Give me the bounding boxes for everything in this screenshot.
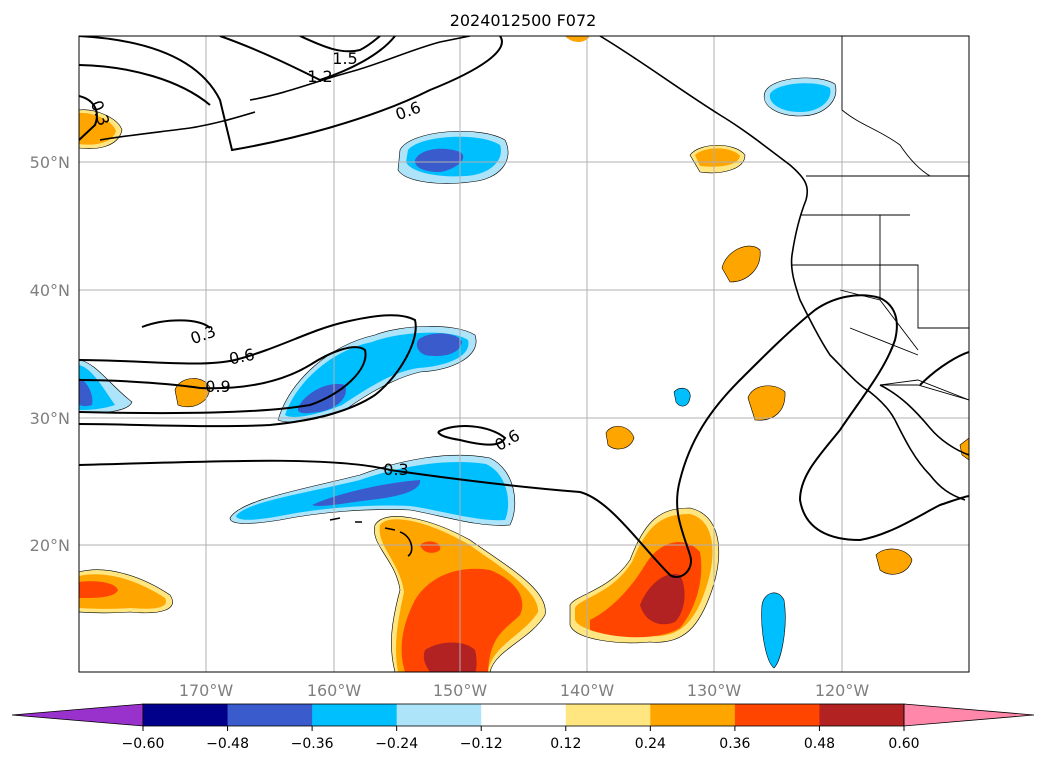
contour-west-06 [79,314,417,428]
contour-06-small [437,425,507,446]
contours [79,36,969,578]
lon-label: 120°W [815,681,870,700]
colorbar-tick-label: 0.12 [550,736,581,752]
lon-label: 160°W [307,681,362,700]
positive-anomaly-nw-core [79,112,116,145]
colorbar: −0.60 −0.48 −0.36 −0.24 −0.12 0.12 0.24 0.36 0.4… [11,703,1035,752]
colorbar-bin [396,704,482,726]
positive-anomaly-top [565,36,590,42]
contour-north-3 [219,36,396,82]
lat-label: 20°N [30,536,70,555]
latitude-labels: 20°N 30°N 40°N 50°N [30,153,70,555]
lon-label: 170°W [179,681,234,700]
contour-north-1 [79,36,503,152]
alaska-panhandle-coast [599,36,809,201]
baja-coast [894,419,966,501]
colorbar-tick-label: 0.60 [888,736,919,752]
gulf-california-coast [879,384,969,456]
contour-label: 0.9 [205,377,230,396]
negative-anomaly-bc-core [769,83,831,112]
colorbar-frame [142,703,905,727]
lat-label: 30°N [30,409,70,428]
colorbar-bin [819,704,905,726]
contour-west-09 [79,346,367,415]
negative-anomaly-west-edge-peak [79,378,93,407]
map-frame [78,35,970,673]
aleutians [99,111,256,141]
contour-north-2 [79,64,211,106]
positive-anomaly-baja [875,548,913,575]
lat-label: 40°N [30,281,70,300]
chart-title: 2024012500 F072 [450,11,597,30]
lon-label: 130°W [687,681,742,700]
contour-nw-edge [79,95,98,141]
contour-west-03 [141,319,211,329]
contour-southern-03 [79,294,969,578]
colorbar-tick-label: 0.48 [804,736,835,752]
longitude-labels: 170°W 160°W 150°W 140°W 130°W 120°W [179,681,870,700]
colorbar-bin [481,704,567,726]
colorbar-extend-under [11,703,144,727]
contour-labels: 1.5 1.2 0.6 0.3 0.3 0.6 0.9 0.6 0.3 [87,49,523,479]
colorbar-bin [650,704,736,726]
lon-label: 140°W [560,681,615,700]
negative-anomaly-central-north-peak-b [416,333,462,357]
colorbar-tick-label: −0.48 [206,736,249,752]
positive-anomaly-small-2 [605,426,635,450]
colorbar-tick-label: −0.36 [291,736,334,752]
negative-anomaly-subtropical-peak [312,480,421,506]
coastlines [99,36,969,557]
positive-anomaly-hawaii-small [420,541,441,553]
contour-label: 0.3 [383,460,408,479]
contour-east-mexico [919,351,969,386]
lon-label: 150°W [433,681,488,700]
contour-label: 1.2 [307,67,332,86]
map-background [79,36,969,672]
alaska-coast [249,36,471,101]
colorbar-tick-label: 0.36 [719,736,750,752]
colorbar-tick-label: 0.24 [635,736,666,752]
contour-label: 0.6 [227,345,256,369]
negative-anomaly-gulf-alaska-peak [414,148,464,172]
colorbar-tick-label: −0.12 [460,736,503,752]
negative-anomaly-small-1 [673,387,691,407]
positive-anomaly-east-peak [640,574,685,625]
colorbar-bin [312,704,398,726]
positive-anomaly-west-edge-peak [79,581,118,598]
colorbar-bin [227,704,313,726]
hawaii-islands [329,517,413,557]
alaska-canada-border [841,36,931,177]
lat-label: 50°N [30,153,70,172]
positive-anomaly-hawaii-high [401,568,523,672]
colorbar-tick-label: −0.60 [122,736,165,752]
colorbar-bin [565,704,651,726]
positive-anomaly-california-offshore [747,385,786,421]
gridlines [79,36,969,672]
colorbar-tick-label: −0.24 [375,736,418,752]
mexico-border [880,384,969,401]
colorbar-extend-over [903,703,1035,727]
contour-label: 1.5 [332,49,357,68]
colorbar-bin [734,704,820,726]
positive-anomaly-oregon-offshore [721,245,761,283]
us-west-coast [790,199,896,421]
colorbar-bin [143,704,229,726]
contour-north-4 [299,36,381,53]
negative-anomaly-southeast [761,592,786,669]
map-panel: 1.5 1.2 0.6 0.3 0.3 0.6 0.9 0.6 0.3 [78,35,970,673]
positive-anomaly-hawaii-peak [423,642,477,672]
